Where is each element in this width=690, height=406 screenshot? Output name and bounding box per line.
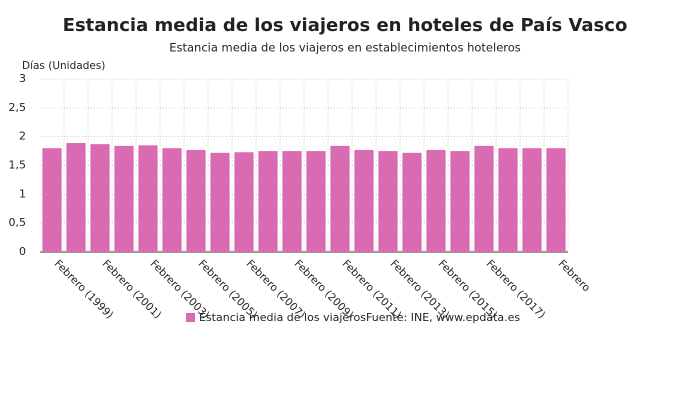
bar [114,145,134,252]
y-tick-label: 2 [19,130,26,143]
y-axis-label: Días (Unidades) [22,60,105,72]
bar [474,145,494,252]
bar [498,148,518,252]
bar [138,145,158,252]
bar [210,152,230,252]
bar [378,151,398,252]
bar [234,152,254,252]
bar [402,152,422,252]
chart-title: Estancia media de los viajeros en hotele… [63,15,628,36]
bar [42,148,62,252]
legend-swatch [186,313,195,322]
bar [186,149,206,252]
y-tick-label: 3 [19,72,26,85]
x-tick-label: Febrero [556,258,593,295]
y-tick-label: 0,5 [9,216,27,229]
bar [66,143,86,252]
bar [282,151,302,252]
chart-subtitle: Estancia media de los viajeros en establ… [169,41,521,55]
bar [546,148,566,252]
y-tick-label: 2,5 [9,101,27,114]
source: Fuente: INE, www.epdata.es [366,311,520,324]
bar [450,151,470,252]
bar [330,145,350,252]
bar [258,151,278,252]
y-tick-label: 1,5 [9,159,27,172]
bar [162,148,182,252]
bar [426,149,446,252]
bar [90,144,110,252]
legend-label: Estancia media de los viajeros [199,311,366,324]
bar [306,151,326,252]
bar [522,148,542,252]
y-tick-label: 0 [19,245,26,258]
y-tick-label: 1 [19,187,26,200]
bar [354,149,374,252]
